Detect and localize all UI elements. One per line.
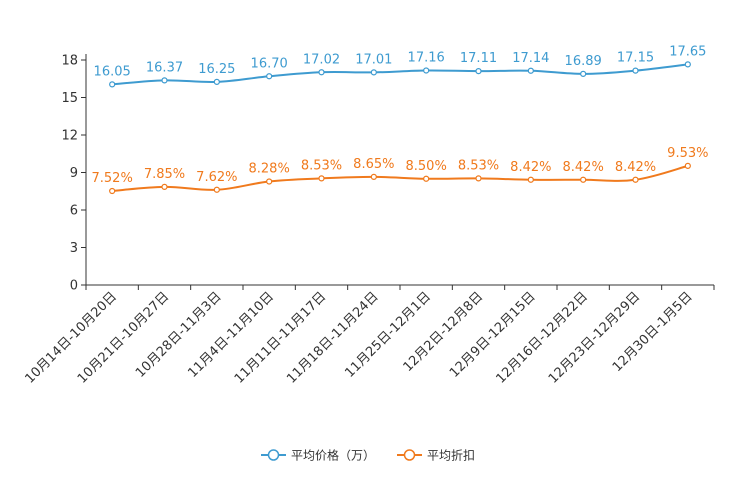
- data-point: [684, 61, 691, 68]
- data-point: [423, 67, 430, 74]
- data-label: 17.01: [355, 52, 392, 67]
- series-0: 16.05 16.37 16.25 16.70 17.02 17.01 17.16 17.11…: [94, 44, 706, 88]
- y-tick-label: 12: [61, 129, 78, 144]
- data-point: [580, 70, 587, 77]
- series-line: [112, 164, 689, 192]
- data-point: [213, 78, 220, 85]
- y-tick-label: 3: [70, 241, 78, 256]
- data-label: 16.89: [565, 54, 602, 69]
- data-label: 8.42%: [510, 160, 551, 175]
- y-tick-label: 6: [70, 204, 78, 219]
- data-label: 17.14: [512, 51, 549, 66]
- data-label: 7.52%: [92, 171, 133, 186]
- y-tick-label: 15: [61, 91, 78, 106]
- legend-swatch-marker: [403, 449, 416, 461]
- data-point: [370, 173, 377, 180]
- data-point: [475, 175, 482, 182]
- data-label: 8.28%: [249, 162, 290, 177]
- data-label: 17.65: [669, 44, 706, 59]
- data-label: 17.16: [408, 51, 445, 66]
- x-tick-label: 10月14日-10月20日: [23, 289, 120, 386]
- legend-swatch-marker: [267, 449, 280, 461]
- data-label: 7.85%: [144, 167, 185, 182]
- data-label: 8.42%: [615, 160, 656, 175]
- y-tick-label: 9: [70, 166, 78, 181]
- data-label: 16.25: [198, 62, 235, 77]
- data-point: [527, 67, 534, 74]
- data-label: 16.05: [94, 64, 131, 79]
- data-point: [109, 81, 116, 88]
- data-point: [161, 77, 168, 84]
- data-label: 7.62%: [196, 170, 237, 185]
- x-tick-label: 12月16日-12月22日: [494, 289, 591, 386]
- data-point: [423, 175, 430, 182]
- legend-label: 平均价格（万）: [291, 448, 375, 463]
- data-point: [213, 186, 220, 193]
- x-tick-label: 12月23日-12月29日: [546, 289, 643, 386]
- x-tick-label: 11月18日-11月24日: [284, 289, 381, 386]
- y-tick-label: 0: [70, 279, 78, 294]
- data-label: 17.15: [617, 51, 654, 66]
- data-label: 17.11: [460, 51, 497, 66]
- data-label: 8.65%: [353, 157, 394, 172]
- series-1: 7.52% 7.85% 7.62% 8.28% 8.53% 8.65% 8.50% 8.53%…: [92, 146, 708, 195]
- data-label: 8.42%: [563, 160, 604, 175]
- series-layer: 16.05 16.37 16.25 16.70 17.02 17.01 17.16 17.11…: [92, 44, 708, 195]
- series-line: [112, 63, 688, 86]
- data-label: 8.50%: [406, 159, 447, 174]
- data-label: 16.37: [146, 60, 183, 75]
- data-point: [318, 69, 325, 76]
- data-point: [266, 73, 273, 80]
- data-label: 9.53%: [667, 146, 708, 161]
- x-tick-label: 11月11日-11月17日: [232, 289, 329, 386]
- data-point: [580, 176, 587, 183]
- data-point: [109, 187, 116, 195]
- data-point: [632, 67, 639, 74]
- data-point: [266, 178, 273, 185]
- x-tick-label: 10月21日-10月27日: [75, 289, 172, 386]
- data-point: [632, 176, 639, 183]
- data-point: [527, 176, 534, 183]
- y-tick-label: 18: [61, 54, 78, 69]
- data-label: 16.70: [251, 56, 288, 71]
- data-point: [161, 183, 168, 190]
- data-point: [370, 69, 377, 76]
- data-label: 8.53%: [301, 158, 342, 173]
- data-point: [318, 175, 325, 182]
- data-label: 17.02: [303, 52, 340, 67]
- data-label: 8.53%: [458, 158, 499, 173]
- legend: 平均价格（万） 平均折扣: [261, 448, 475, 463]
- data-point: [684, 162, 691, 169]
- data-point: [475, 68, 482, 75]
- axes: 036912151810月14日-10月20日10月21日-10月27日10月2…: [23, 54, 715, 387]
- legend-label: 平均折扣: [427, 448, 475, 463]
